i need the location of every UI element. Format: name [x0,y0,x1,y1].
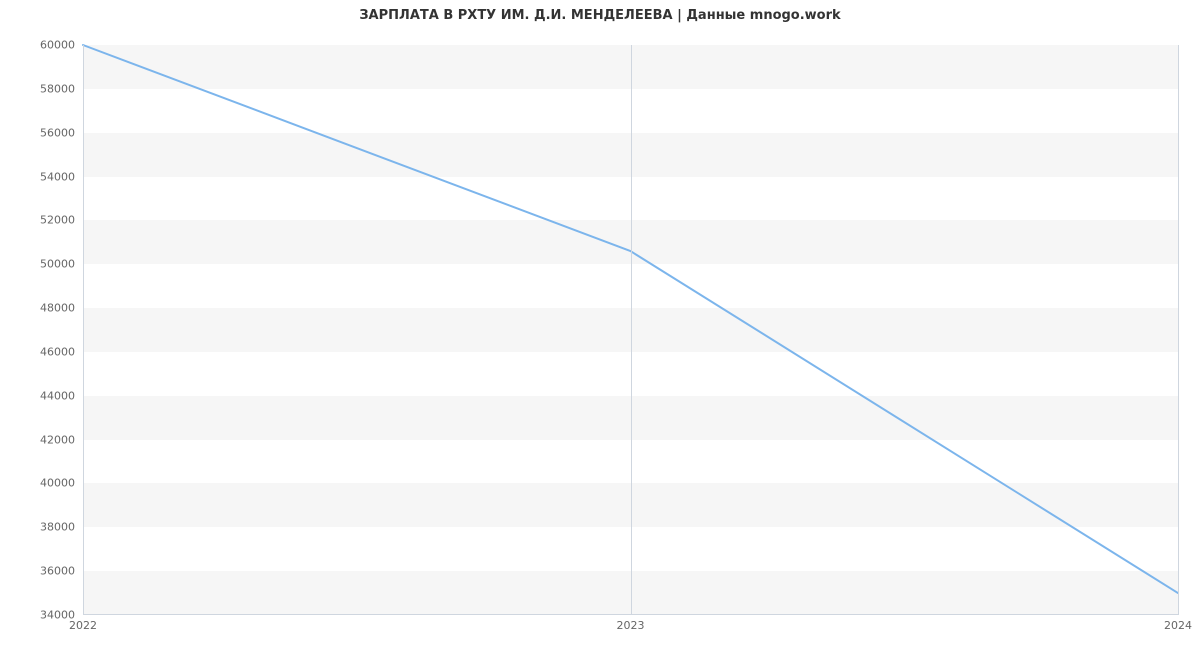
grid-band [83,264,1178,308]
grid-band [83,89,1178,133]
y-tick-label: 58000 [40,82,75,95]
y-tick-label: 48000 [40,302,75,315]
grid-band [83,527,1178,571]
y-tick-label: 46000 [40,345,75,358]
y-tick-label: 50000 [40,258,75,271]
grid-band [83,440,1178,484]
chart-container: ЗАРПЛАТА В РХТУ ИМ. Д.И. МЕНДЕЛЕЕВА | Да… [0,0,1200,650]
grid-band [83,133,1178,177]
y-tick-label: 52000 [40,214,75,227]
grid-band [83,177,1178,221]
grid-band [83,220,1178,264]
grid-band [83,396,1178,440]
plot-area: 3400036000380004000042000440004600048000… [83,45,1178,615]
grid-band [83,352,1178,396]
y-tick-label: 60000 [40,39,75,52]
grid-band [83,308,1178,352]
grid-band [83,45,1178,89]
x-tick-label: 2024 [1164,619,1192,632]
chart-title: ЗАРПЛАТА В РХТУ ИМ. Д.И. МЕНДЕЛЕЕВА | Да… [0,8,1200,23]
y-tick-label: 42000 [40,433,75,446]
y-tick-label: 38000 [40,521,75,534]
x-tick-label: 2023 [617,619,645,632]
y-tick-label: 56000 [40,126,75,139]
x-gridline [1178,45,1179,615]
y-tick-label: 40000 [40,477,75,490]
y-tick-label: 44000 [40,389,75,402]
y-tick-label: 36000 [40,565,75,578]
y-tick-label: 54000 [40,170,75,183]
x-axis-line [83,614,1178,615]
grid-band [83,571,1178,615]
x-tick-label: 2022 [69,619,97,632]
grid-band [83,483,1178,527]
